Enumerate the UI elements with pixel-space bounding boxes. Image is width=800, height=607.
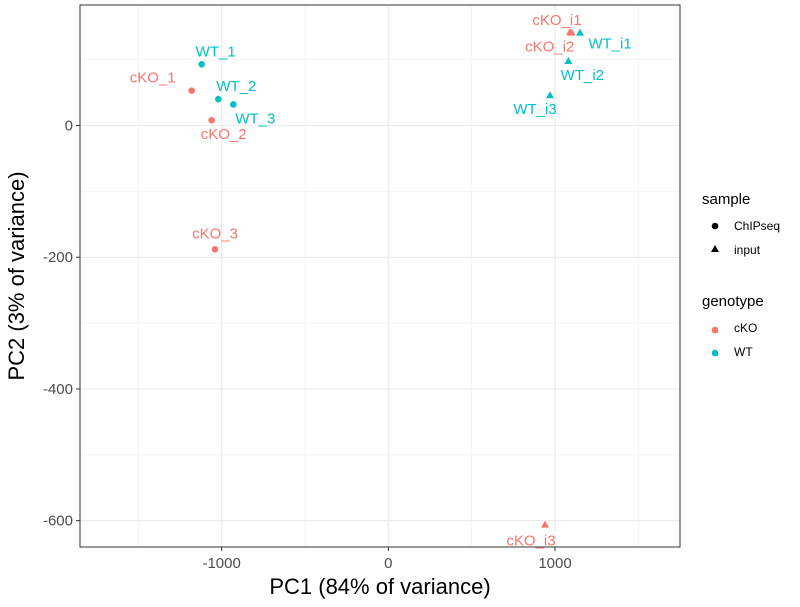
legend-cko-point xyxy=(711,326,719,334)
point-wt-1 xyxy=(198,60,205,68)
x-tick-label: 0 xyxy=(384,555,392,572)
y-tick-label: -600 xyxy=(43,513,73,530)
point-cko-i2 xyxy=(567,28,576,36)
legend-genotype-title: genotype xyxy=(702,293,764,310)
y-tick-label: -200 xyxy=(43,249,73,266)
point-label-cko-1: cKO_1 xyxy=(130,70,176,87)
grid-minor xyxy=(80,5,680,547)
point-wt-3 xyxy=(230,101,237,108)
point-labels-layer: cKO_1 cKO_2 cKO_3 WT_1 WT_2 WT_3 cKO_i1 cKO_i2c… xyxy=(130,12,632,550)
x-tick-label: -1000 xyxy=(202,555,240,572)
y-axis-title: PC2 (3% of variance) xyxy=(4,171,29,380)
point-cko-3 xyxy=(211,246,219,253)
plot-area: cKO_1 cKO_2 cKO_3 WT_1 WT_2 WT_3 cKO_i1 cKO_i2c… xyxy=(79,4,681,550)
y-tick-label: 0 xyxy=(65,118,73,135)
points-layer xyxy=(188,28,584,528)
point-label-wt-i1: WT_i1 xyxy=(588,36,631,53)
legend-wt-point xyxy=(711,349,719,357)
point-label-wt-2: WT_2 xyxy=(216,78,256,95)
point-label-cko-i2: cKO_i2 xyxy=(525,39,574,56)
point-wt-i3 xyxy=(546,91,554,99)
y-tick-label: -400 xyxy=(43,381,73,398)
x-tick-label: 1000 xyxy=(538,555,571,572)
grid-major xyxy=(80,5,680,547)
point-label-wt-3: WT_3 xyxy=(235,110,275,127)
plot-panel xyxy=(80,5,680,547)
legend-cko-key: a xyxy=(711,325,719,336)
x-axis-title: PC1 (84% of variance) xyxy=(269,574,490,599)
legend-wt-key: a xyxy=(711,348,719,359)
point-label-cko-i1: cKO_i1 xyxy=(532,12,581,29)
point-label-wt-i2: WT_i2 xyxy=(561,67,604,84)
legend-wt-letter: a xyxy=(712,348,718,359)
plot-border xyxy=(79,4,681,548)
legend-cko-letter: a xyxy=(712,325,718,336)
point-wt-2 xyxy=(215,95,222,103)
legend-input-marker xyxy=(711,245,719,252)
y-axis-ticks: -600 -400 -200 0 xyxy=(43,118,80,530)
point-wt-i1 xyxy=(576,28,584,36)
point-cko-i3 xyxy=(541,520,549,528)
point-label-cko-2: cKO_2 xyxy=(201,126,247,143)
legend-wt-label: WT xyxy=(734,345,753,359)
legend: sample ChIPseq input genotype a cKO a WT xyxy=(702,191,780,359)
legend-chipseq-label: ChIPseq xyxy=(734,219,780,233)
legend-chipseq-marker xyxy=(711,222,719,230)
point-cko-2 xyxy=(208,116,215,124)
point-label-cko-i3: cKO_i3 xyxy=(506,533,555,550)
point-label-cko-3: cKO_3 xyxy=(192,225,238,242)
x-axis-ticks: -1000 0 1000 xyxy=(202,547,572,572)
point-wt-i2 xyxy=(564,56,573,64)
legend-cko-label: cKO xyxy=(734,321,757,335)
point-label-wt-i3: WT_i3 xyxy=(513,101,556,118)
point-label-wt-1: WT_1 xyxy=(196,43,236,60)
legend-sample-title: sample xyxy=(702,191,750,208)
legend-input-label: input xyxy=(734,243,761,257)
point-cko-1 xyxy=(188,87,195,94)
